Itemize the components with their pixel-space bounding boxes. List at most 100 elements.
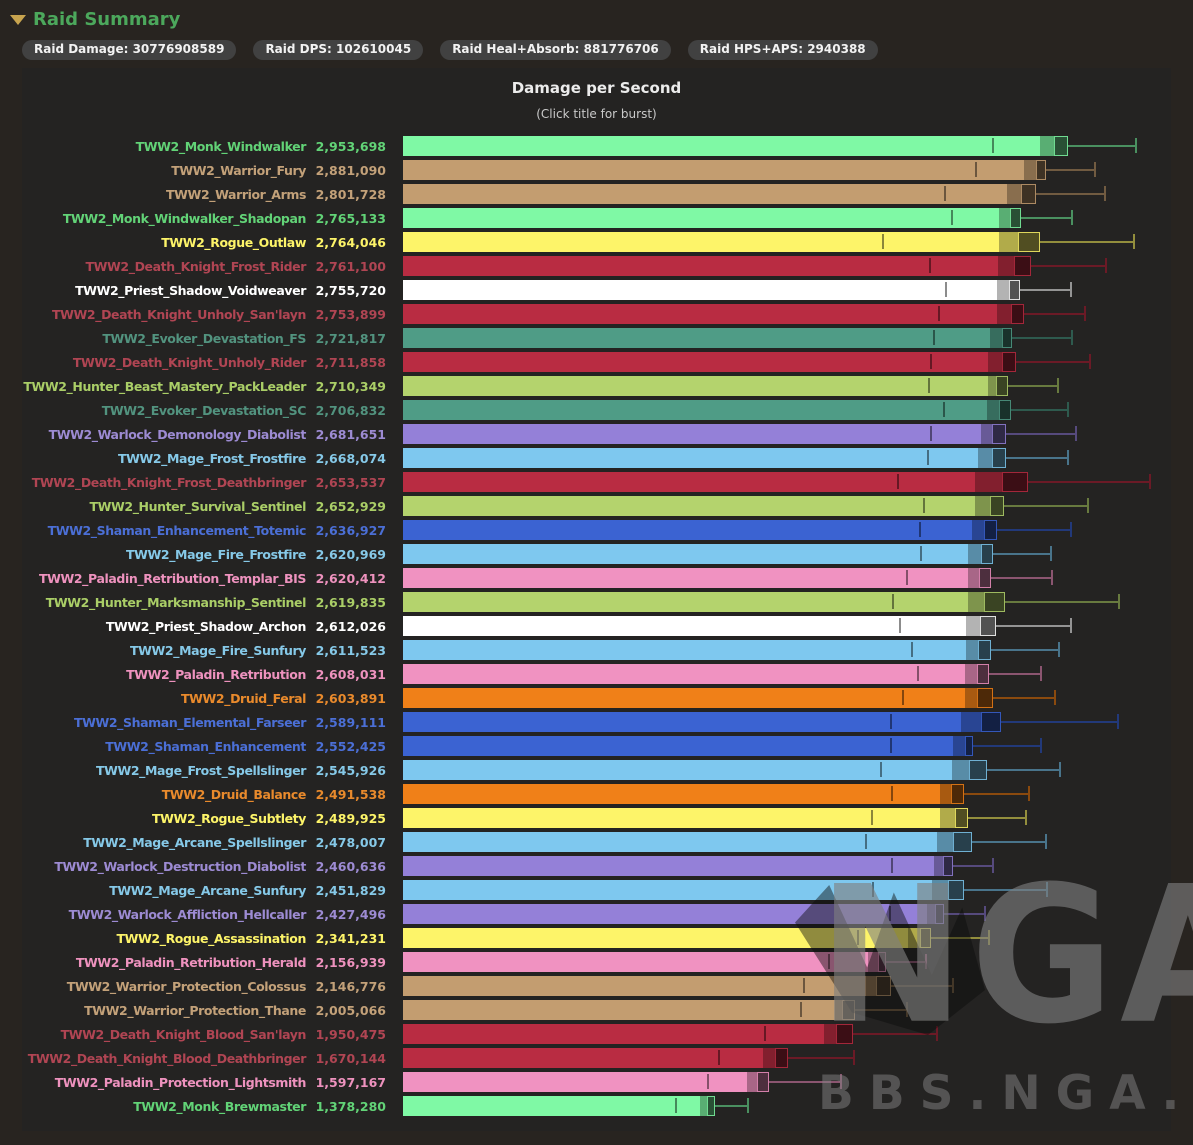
bar-track bbox=[403, 734, 1171, 758]
stddev-box bbox=[984, 592, 1005, 612]
dps-bar bbox=[403, 1024, 824, 1044]
collapse-triangle-icon[interactable] bbox=[10, 14, 26, 25]
error-bar-max-cap bbox=[1050, 546, 1052, 561]
dps-row: TWW2_Warrior_Protection_Thane 2,005,066 bbox=[22, 998, 1171, 1022]
stddev-box bbox=[836, 1024, 853, 1044]
stddev-box bbox=[953, 832, 972, 852]
dps-row: TWW2_Hunter_Survival_Sentinel 2,652,929 bbox=[22, 494, 1171, 518]
stddev-box bbox=[992, 424, 1006, 444]
stddev-segment bbox=[968, 592, 984, 612]
stddev-box bbox=[979, 568, 991, 588]
error-bar-outer-line bbox=[991, 649, 1058, 651]
spec-label: TWW2_Monk_Windwalker bbox=[135, 138, 307, 154]
dps-row: TWW2_Shaman_Enhancement_Totemic 2,636,92… bbox=[22, 518, 1171, 542]
stddev-segment bbox=[934, 856, 943, 876]
bar-track bbox=[403, 470, 1171, 494]
dps-bar bbox=[403, 688, 965, 708]
stddev-segment bbox=[953, 736, 965, 756]
bar-track bbox=[403, 782, 1171, 806]
error-bar-outer-line bbox=[853, 1033, 936, 1035]
spec-label: TWW2_Warlock_Destruction_Diabolist bbox=[54, 858, 306, 874]
error-bar-outer-line bbox=[991, 577, 1051, 579]
dps-bar bbox=[403, 736, 953, 756]
error-bar-min-cap bbox=[707, 1074, 709, 1089]
stddev-box bbox=[977, 664, 989, 684]
dps-value: 2,681,651 bbox=[315, 426, 386, 442]
chart-title[interactable]: Damage per Second bbox=[511, 79, 682, 97]
error-bar-min-cap bbox=[945, 282, 947, 297]
bar-track bbox=[403, 710, 1171, 734]
error-bar-outer-line bbox=[953, 865, 992, 867]
dps-value: 2,653,537 bbox=[315, 474, 386, 490]
error-bar-min-cap bbox=[917, 666, 919, 681]
dps-row: TWW2_Paladin_Retribution_Herald 2,156,93… bbox=[22, 950, 1171, 974]
section-title: Raid Summary bbox=[33, 9, 181, 30]
stddev-segment bbox=[927, 904, 935, 924]
dps-bar bbox=[403, 592, 968, 612]
spec-label: TWW2_Evoker_Devastation_FS bbox=[102, 330, 306, 346]
spec-label: TWW2_Rogue_Assassination bbox=[116, 930, 307, 946]
dps-row: TWW2_Warrior_Arms 2,801,728 bbox=[22, 182, 1171, 206]
dps-value: 2,755,720 bbox=[315, 282, 386, 298]
stddev-box bbox=[1011, 304, 1024, 324]
error-bar-max-cap bbox=[840, 1074, 842, 1089]
error-bar-outer-line bbox=[1016, 361, 1089, 363]
error-bar-min-cap bbox=[890, 738, 892, 753]
bar-track bbox=[403, 206, 1171, 230]
dps-row: TWW2_Mage_Fire_Sunfury 2,611,523 bbox=[22, 638, 1171, 662]
rows: TWW2_Monk_Windwalker 2,953,698 TWW2_Warr… bbox=[22, 134, 1171, 1118]
raid-summary-header[interactable]: Raid Summary bbox=[10, 9, 180, 30]
stddev-box bbox=[992, 448, 1006, 468]
dps-bar bbox=[403, 184, 1007, 204]
stddev-box bbox=[1036, 160, 1046, 180]
dps-row: TWW2_Hunter_Beast_Mastery_PackLeader 2,7… bbox=[22, 374, 1171, 398]
stddev-segment bbox=[1040, 136, 1054, 156]
error-bar-outer-line bbox=[855, 1009, 906, 1011]
dps-row: TWW2_Monk_Windwalker_Shadopan 2,765,133 bbox=[22, 206, 1171, 230]
dps-row: TWW2_Druid_Feral 2,603,891 bbox=[22, 686, 1171, 710]
error-bar-outer-line bbox=[1001, 721, 1117, 723]
stddev-box bbox=[943, 856, 953, 876]
dps-bar bbox=[403, 352, 988, 372]
bar-track bbox=[403, 950, 1171, 974]
stddev-segment bbox=[965, 664, 977, 684]
stddev-box bbox=[707, 1096, 715, 1116]
dps-value: 2,608,031 bbox=[315, 666, 386, 682]
dps-value: 2,603,891 bbox=[315, 690, 386, 706]
stddev-box bbox=[1021, 184, 1036, 204]
dps-bar bbox=[403, 424, 981, 444]
stddev-segment bbox=[700, 1096, 707, 1116]
raid-stats-badges: Raid Damage: 30776908589 Raid DPS: 10261… bbox=[22, 40, 878, 60]
spec-label: TWW2_Hunter_Marksmanship_Sentinel bbox=[45, 594, 307, 610]
spec-label: TWW2_Priest_Shadow_Voidweaver bbox=[75, 282, 306, 298]
dps-row: TWW2_Death_Knight_Unholy_San'layn 2,753,… bbox=[22, 302, 1171, 326]
stddev-segment bbox=[987, 400, 999, 420]
dps-value: 2,710,349 bbox=[315, 378, 386, 394]
stddev-segment bbox=[1024, 160, 1036, 180]
bar-track bbox=[403, 134, 1171, 158]
bar-track bbox=[403, 398, 1171, 422]
dps-value: 2,711,858 bbox=[315, 354, 386, 370]
bar-track bbox=[403, 758, 1171, 782]
error-bar-outer-line bbox=[989, 673, 1040, 675]
error-bar-outer-line bbox=[788, 1057, 853, 1059]
error-bar-max-cap bbox=[1104, 186, 1106, 201]
error-bar-max-cap bbox=[1028, 786, 1030, 801]
error-bar-min-cap bbox=[927, 450, 929, 465]
error-bar-outer-line bbox=[1036, 193, 1104, 195]
dps-row: TWW2_Death_Knight_Unholy_Rider 2,711,858 bbox=[22, 350, 1171, 374]
error-bar-max-cap bbox=[1070, 282, 1072, 297]
stddev-segment bbox=[965, 688, 977, 708]
error-bar-outer-line bbox=[715, 1105, 747, 1107]
raid-dps-badge: Raid DPS: 102610045 bbox=[253, 40, 424, 60]
dps-row: TWW2_Warlock_Affliction_Hellcaller 2,427… bbox=[22, 902, 1171, 926]
error-bar-outer-line bbox=[1028, 481, 1149, 483]
stddev-segment bbox=[763, 1048, 775, 1068]
error-bar-outer-line bbox=[1040, 241, 1133, 243]
spec-label: TWW2_Warrior_Fury bbox=[171, 162, 306, 178]
stddev-segment bbox=[988, 376, 996, 396]
error-bar-min-cap bbox=[857, 930, 859, 945]
spec-label: TWW2_Priest_Shadow_Archon bbox=[105, 618, 307, 634]
dps-bar bbox=[403, 520, 972, 540]
bar-track bbox=[403, 518, 1171, 542]
